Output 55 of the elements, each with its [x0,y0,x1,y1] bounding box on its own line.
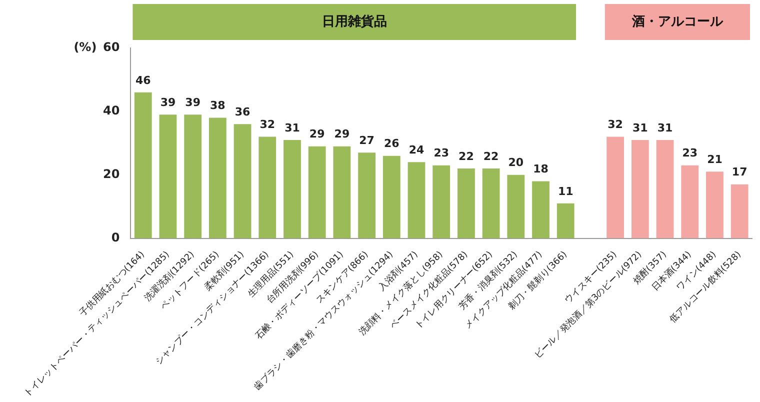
data-label: 20 [508,156,524,170]
data-label: 29 [309,128,325,141]
data-label: 23 [682,146,698,160]
y-tick-label: 0 [111,230,120,244]
data-label: 29 [334,128,350,141]
data-label: 39 [185,96,200,109]
bar [730,184,748,238]
data-label: 22 [483,150,499,163]
bar [382,156,400,238]
bar [458,168,475,238]
data-label: 38 [210,99,226,112]
data-label: 23 [434,146,450,160]
data-label: 11 [558,184,574,198]
data-label: 32 [608,118,623,132]
bar [159,114,177,238]
bar [358,152,376,238]
data-label: 18 [533,162,548,176]
data-label: 21 [707,153,722,166]
bar [706,172,724,238]
bar [184,114,202,238]
data-label: 46 [135,74,152,87]
y-tick-label: 60 [102,40,120,54]
y-axis-title: (%) [74,40,97,54]
bar [258,136,276,238]
text: 日用雑貨品 [322,13,387,30]
bar [284,140,301,238]
data-label: 39 [160,96,176,109]
y-tick-label: 40 [102,104,120,118]
data-label: 32 [260,118,276,132]
data-label: 22 [458,150,474,163]
bar [432,165,450,238]
data-label: 31 [284,121,300,134]
data-label: 26 [384,137,400,150]
bar [333,146,351,238]
data-label: 24 [408,144,424,157]
bar [631,140,649,238]
bar [656,140,674,238]
bar [308,146,326,238]
bar [532,181,550,238]
data-label: 31 [657,121,673,134]
bar [408,162,426,238]
data-label: 27 [359,134,374,148]
bar [482,168,500,238]
bar [134,92,152,238]
data-label: 17 [732,166,748,179]
bar [234,124,252,238]
bar [208,118,226,238]
data-label: 36 [234,105,251,118]
data-label: 31 [632,121,648,134]
bar [681,165,699,238]
text: 酒・アルコール [630,13,724,30]
bar [556,203,574,238]
y-tick-label: 20 [102,166,120,181]
bar [507,174,525,238]
bar [606,136,624,238]
